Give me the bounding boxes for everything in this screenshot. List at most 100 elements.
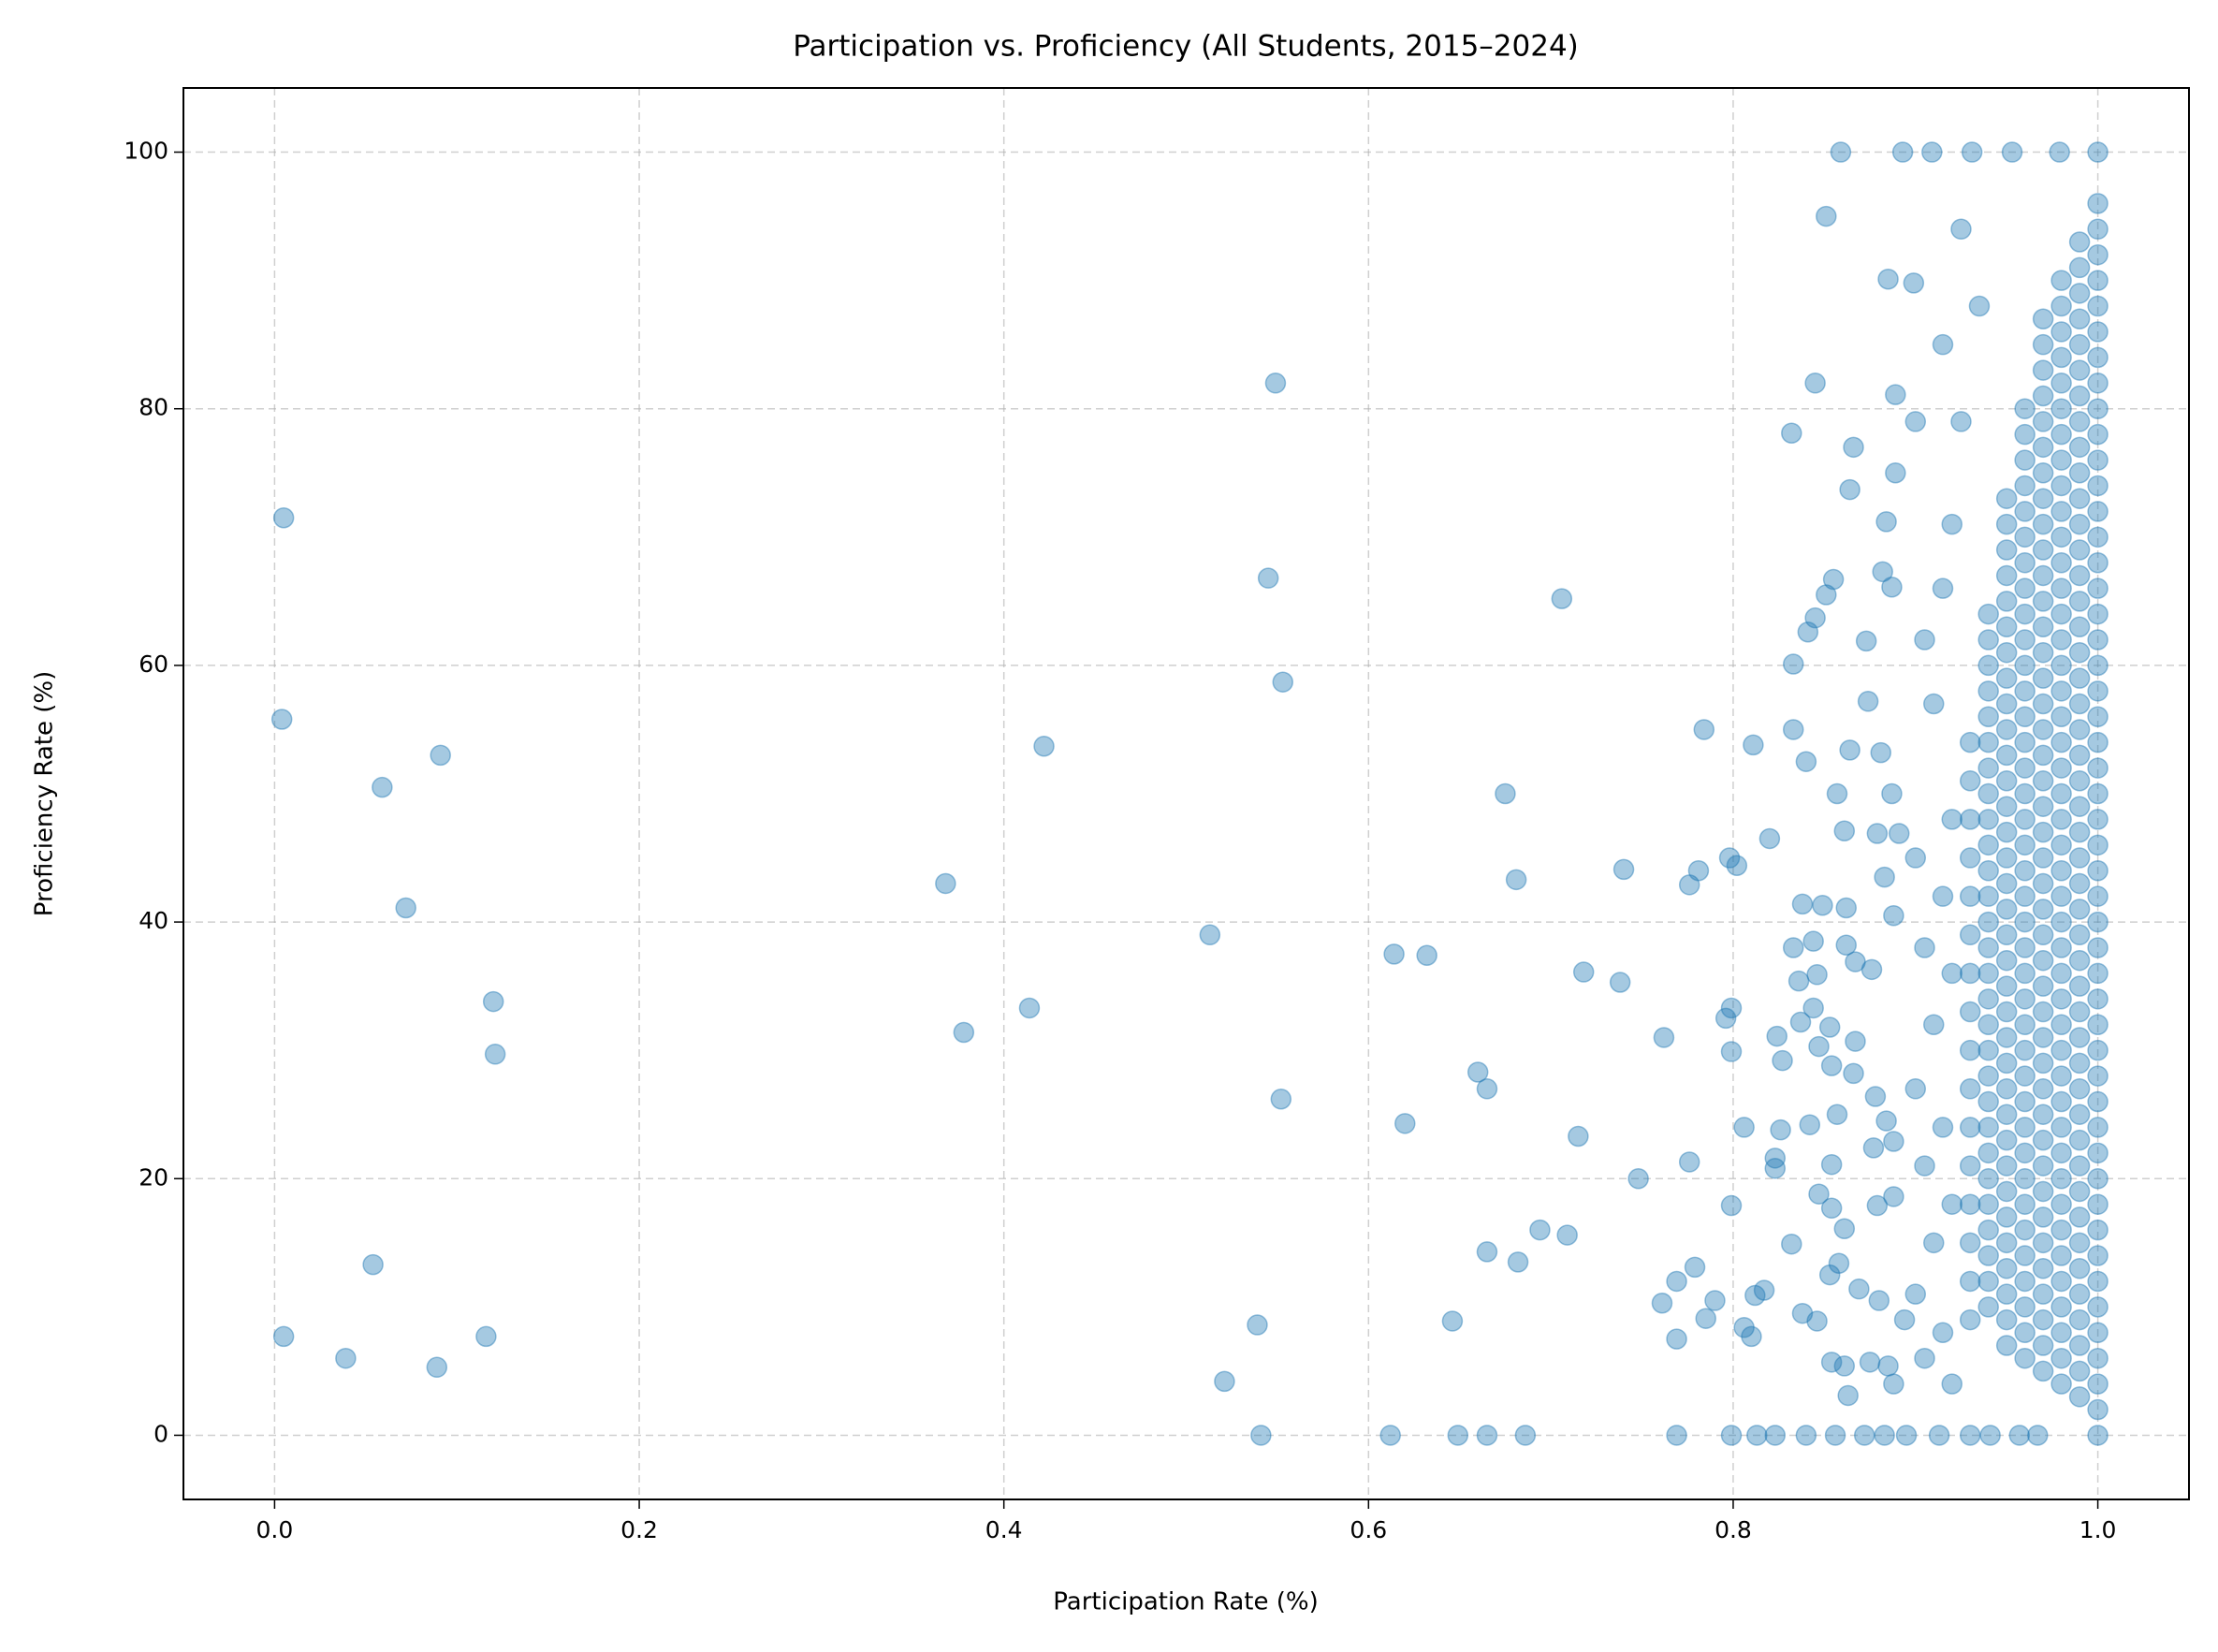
point	[1941, 1373, 1963, 1395]
point	[2014, 988, 2036, 1010]
point	[2087, 1039, 2109, 1061]
point	[2087, 603, 2109, 625]
point	[2014, 834, 2036, 856]
point	[2050, 373, 2072, 394]
point	[1977, 757, 1999, 779]
point	[2032, 1001, 2054, 1023]
point	[1921, 141, 1943, 163]
point	[335, 1347, 357, 1369]
point	[2068, 770, 2091, 792]
point	[1804, 373, 1826, 394]
point	[2050, 629, 2072, 651]
point	[1666, 1270, 1687, 1293]
point	[1872, 561, 1893, 583]
point	[272, 507, 295, 529]
point	[2087, 680, 2109, 702]
point	[2050, 1193, 2072, 1215]
point	[1995, 1052, 2018, 1075]
point	[2014, 860, 2036, 882]
point	[1678, 1151, 1700, 1173]
point	[1264, 373, 1287, 394]
point	[1214, 1370, 1235, 1393]
point	[1959, 1155, 1981, 1177]
point	[1914, 937, 1935, 958]
point	[1651, 1293, 1673, 1314]
point	[1864, 1086, 1887, 1107]
point	[1877, 1355, 1899, 1377]
y-axis-label: Proficiency Rate (%)	[31, 671, 59, 916]
point	[2068, 1027, 2091, 1048]
point	[1828, 1252, 1850, 1275]
point	[484, 1044, 506, 1065]
point	[1959, 924, 1981, 946]
point	[1848, 1278, 1870, 1300]
point	[1572, 961, 1595, 983]
point	[2014, 1090, 2036, 1113]
point	[2087, 1090, 2109, 1113]
point	[1977, 988, 1999, 1010]
point	[1770, 1118, 1791, 1141]
point	[2068, 359, 2091, 381]
point	[2050, 1090, 2072, 1113]
point	[2068, 1052, 2091, 1075]
point	[2087, 937, 2109, 958]
point	[1653, 1027, 1675, 1048]
point	[1447, 1425, 1469, 1446]
point	[2087, 1065, 2109, 1087]
point	[1870, 741, 1892, 764]
point	[2068, 872, 2091, 895]
point	[426, 1356, 448, 1379]
point	[1855, 630, 1877, 652]
point	[1741, 1325, 1762, 1348]
point	[1250, 1425, 1272, 1446]
point	[2087, 757, 2109, 779]
point	[1977, 603, 1999, 625]
point	[1394, 1113, 1416, 1134]
point	[1495, 782, 1516, 805]
point	[2032, 796, 2054, 817]
point	[2050, 423, 2072, 446]
point	[1941, 1193, 1963, 1215]
point	[2032, 1206, 2054, 1228]
point	[1839, 739, 1860, 761]
point	[372, 776, 393, 798]
point	[2087, 654, 2109, 677]
point	[1795, 1425, 1817, 1446]
point	[2087, 1168, 2109, 1190]
point	[1383, 943, 1405, 965]
point	[2068, 513, 2091, 535]
point	[2050, 1296, 2072, 1318]
point	[1866, 823, 1889, 844]
point	[2050, 1168, 2072, 1190]
point	[2068, 821, 2091, 843]
point	[2087, 295, 2109, 317]
point	[1959, 770, 1981, 792]
point	[2032, 513, 2054, 535]
point	[1928, 1425, 1950, 1446]
point	[2087, 1014, 2109, 1036]
point	[2032, 641, 2054, 664]
point	[1568, 1125, 1589, 1148]
y-tick-label: 40	[139, 907, 168, 934]
point	[2068, 899, 2091, 920]
point	[2032, 1052, 2054, 1075]
point	[1868, 1290, 1890, 1311]
point	[1808, 1035, 1830, 1058]
point	[2050, 654, 2072, 677]
point	[2014, 551, 2036, 574]
point	[2068, 796, 2091, 817]
point	[1666, 1425, 1687, 1446]
point	[2014, 501, 2036, 522]
point	[1720, 997, 1743, 1019]
point	[2050, 1065, 2072, 1087]
point	[1977, 1219, 1999, 1241]
point	[1860, 958, 1883, 981]
point	[1977, 782, 1999, 805]
point	[2032, 924, 2054, 946]
point	[2087, 988, 2109, 1010]
point	[1977, 1014, 1999, 1036]
point	[1995, 719, 2018, 740]
x-tick-label: 0.2	[620, 1516, 658, 1543]
point	[2014, 911, 2036, 933]
